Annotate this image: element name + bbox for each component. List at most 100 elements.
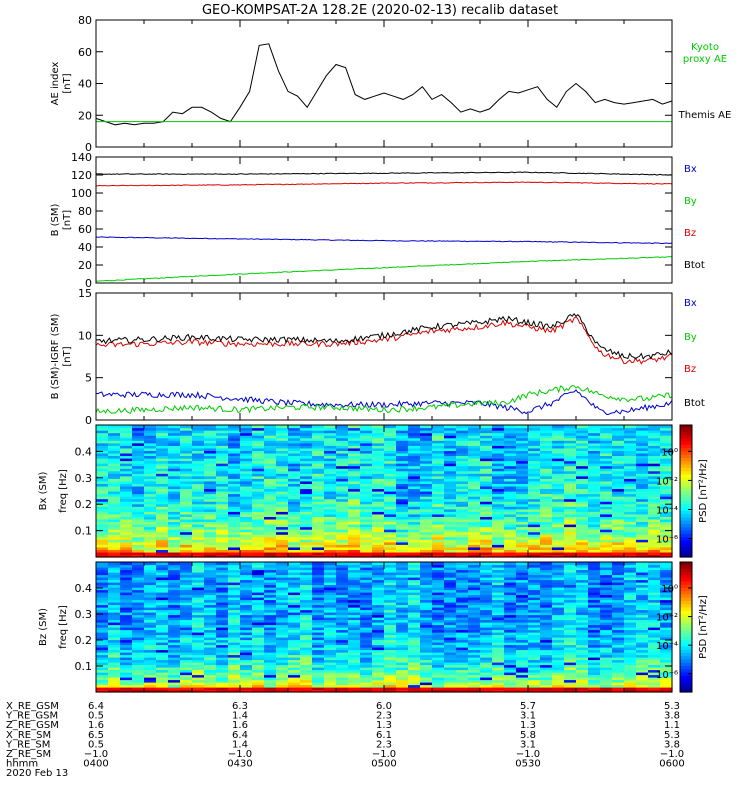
spectrogram-cell — [324, 524, 337, 528]
spectrogram-cell — [588, 599, 601, 603]
spectrogram-cell — [120, 672, 133, 676]
spectrogram-cell — [432, 609, 445, 613]
spectrogram-cell — [336, 468, 349, 472]
spectrogram-cell — [348, 551, 361, 556]
spectrogram-cell — [396, 572, 409, 576]
spectrogram-cell — [120, 508, 133, 512]
spectrogram-cell — [504, 458, 517, 462]
spectrogram-cell — [588, 649, 601, 653]
spectrogram-cell — [516, 634, 529, 638]
spectrogram-cell — [264, 657, 277, 661]
spectrogram-cell — [108, 594, 121, 598]
spectrogram-cell — [468, 473, 481, 477]
spectrogram-cell — [432, 592, 445, 596]
spectrogram-cell — [264, 508, 277, 512]
spectrogram-cell — [372, 511, 385, 515]
spectrogram-cell — [468, 442, 481, 446]
spectrogram-cell — [636, 493, 649, 497]
spectrogram-cell — [492, 599, 505, 603]
spectrogram-cell — [108, 518, 121, 523]
spectrogram-cell — [156, 539, 169, 543]
spectrogram-cell — [576, 634, 589, 638]
spectrogram-cell — [588, 609, 601, 613]
spectrogram-cell — [120, 589, 133, 593]
spectrogram-cell — [288, 491, 301, 495]
spectrogram-cell — [264, 458, 277, 462]
spectrogram-cell — [312, 498, 325, 502]
spectrogram-cell — [564, 577, 577, 581]
spectrogram-cell — [312, 667, 325, 671]
spectrogram-cell — [408, 672, 421, 676]
spectrogram-cell — [408, 513, 421, 517]
spectrogram-cell — [600, 432, 613, 436]
spectrogram-cell — [300, 529, 313, 533]
spectrogram-cell — [276, 579, 289, 583]
spectrogram-cell — [288, 604, 301, 608]
spectrogram-cell — [96, 526, 109, 530]
spectrogram-cell — [132, 529, 145, 533]
spectrogram-cell — [120, 501, 133, 505]
spectrogram-cell — [228, 577, 241, 581]
spectrogram-cell — [420, 594, 433, 598]
spectrogram-cell — [408, 445, 421, 449]
spectrogram-cell — [180, 604, 193, 608]
spectrogram-cell — [168, 516, 181, 520]
spectrogram-cell — [588, 524, 601, 528]
spectrogram-cell — [396, 506, 409, 510]
spectrogram-cell — [216, 662, 229, 666]
spectrogram-cell — [444, 574, 457, 578]
spectrogram-cell — [276, 587, 289, 591]
spectrogram-cell — [216, 432, 229, 436]
spectrogram-cell — [420, 622, 433, 626]
spectrogram-cell — [168, 549, 181, 553]
spectrogram-cell — [624, 435, 637, 439]
spectrogram-cell — [372, 473, 385, 477]
spectrogram-cell — [480, 521, 493, 525]
spectrogram-cell — [192, 516, 205, 520]
spectrogram-cell — [396, 637, 409, 641]
spectrogram-cell — [216, 567, 229, 571]
spectrogram-cell — [300, 687, 313, 691]
spectrogram-cell — [504, 554, 517, 558]
spectrogram-cell — [492, 622, 505, 626]
spectrogram-cell — [204, 632, 217, 636]
spectrogram-cell — [336, 455, 349, 459]
spectrogram-cell — [468, 521, 481, 525]
spectrogram-cell — [492, 612, 505, 616]
spectrogram-cell — [480, 460, 493, 464]
spectrogram-cell — [552, 669, 565, 673]
spectrogram-cell — [156, 455, 169, 459]
spectrogram-cell — [156, 478, 169, 482]
spectrogram-cell — [648, 465, 661, 469]
spectrogram-cell — [168, 667, 181, 671]
spectrogram-cell — [360, 432, 373, 436]
spectrogram-cell — [228, 430, 241, 434]
spectrogram-cell — [432, 652, 445, 656]
spectrogram-cell — [480, 649, 493, 653]
spectrogram-cell — [540, 672, 553, 676]
spectrogram-cell — [312, 463, 325, 467]
spectrogram-cell — [228, 513, 241, 517]
spectrogram-cell — [168, 674, 181, 678]
spectrogram-cell — [300, 485, 313, 490]
spectrogram-cell — [240, 609, 253, 613]
spectrogram-cell — [600, 602, 613, 606]
spectrogram-cell — [240, 539, 253, 543]
spectrogram-cell — [336, 491, 349, 495]
colorbar-cell — [680, 454, 692, 459]
spectrogram-cell — [360, 531, 373, 535]
spectrogram-cell — [660, 450, 673, 454]
spectrogram-cell — [432, 597, 445, 601]
spectrogram-cell — [636, 539, 649, 543]
spectrogram-cell — [576, 577, 589, 581]
spectrogram-cell — [120, 511, 133, 515]
spectrogram-cell — [432, 430, 445, 434]
spectrogram-cell — [372, 612, 385, 616]
spectrogram-cell — [120, 582, 133, 586]
spectrogram-cell — [504, 614, 517, 618]
spectrogram-cell — [300, 468, 313, 472]
spectrogram-cell — [228, 468, 241, 472]
spectrogram-cell — [252, 689, 265, 693]
spectrogram-cell — [120, 567, 133, 571]
spectrogram-cell — [312, 430, 325, 434]
